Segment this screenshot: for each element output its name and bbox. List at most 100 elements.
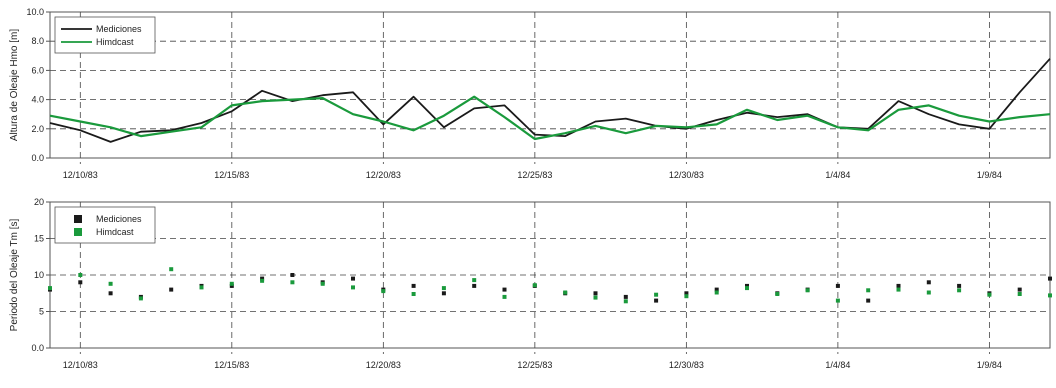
data-point-himdcast — [896, 287, 901, 292]
data-point-himdcast — [138, 296, 143, 301]
data-point-himdcast — [78, 273, 83, 277]
y-axis-label: Periodo del Oleaje Tm [s] — [9, 218, 20, 331]
y-tick-label: 10.0 — [26, 7, 44, 17]
data-point-himdcast — [714, 290, 719, 295]
x-tick-label: 12/20/83 — [366, 360, 401, 370]
x-tick-label: 12/25/83 — [517, 170, 552, 180]
data-point-mediciones — [593, 291, 598, 296]
data-point-mediciones — [1017, 287, 1022, 292]
y-tick-label: 4.0 — [31, 95, 44, 105]
legend-box — [54, 16, 156, 54]
data-point-mediciones — [472, 283, 477, 288]
x-tick-label: 12/30/83 — [669, 170, 704, 180]
data-point-himdcast — [957, 288, 962, 293]
data-point-himdcast — [260, 278, 265, 283]
y-tick-label: 5 — [39, 307, 44, 317]
y-tick-label: 8.0 — [31, 36, 44, 46]
legend-label: Mediciones — [96, 24, 142, 34]
legend: Mediciones Himdcast — [54, 16, 156, 54]
x-tick-label: 12/25/83 — [517, 360, 552, 370]
data-point-mediciones — [108, 291, 113, 296]
legend-label: Himdcast — [96, 227, 134, 237]
data-point-mediciones — [260, 276, 265, 281]
legend-label: Himdcast — [96, 37, 134, 47]
x-tick-label: 12/30/83 — [669, 360, 704, 370]
y-axis-label: Altura de Oleaje Hmo [m] — [9, 29, 20, 141]
data-point-mediciones — [441, 291, 446, 296]
data-point-himdcast — [987, 292, 992, 297]
y-tick-label: 6.0 — [31, 65, 44, 75]
data-point-himdcast — [1017, 292, 1022, 296]
data-point-himdcast — [623, 299, 628, 304]
data-point-himdcast — [381, 289, 386, 294]
x-tick-label: 1/4/84 — [825, 360, 850, 370]
data-point-himdcast — [108, 281, 113, 286]
data-point-himdcast — [654, 292, 659, 297]
data-point-mediciones — [229, 283, 234, 288]
y-tick-label: 20 — [34, 197, 44, 207]
x-tick-label: 12/15/83 — [214, 170, 249, 180]
data-point-himdcast — [351, 285, 355, 290]
data-point-mediciones — [654, 298, 659, 303]
legend: Mediciones Himdcast — [54, 206, 156, 244]
data-point-himdcast — [169, 267, 174, 272]
data-point-mediciones — [684, 291, 689, 296]
x-tick-label: 12/10/83 — [63, 170, 98, 180]
wave-height-chart: 0.0 2.0 4.0 6.0 8.0 10.0 12/10/83 12/15/83 12/20… — [9, 7, 1051, 180]
data-point-mediciones — [351, 276, 355, 281]
data-point-mediciones — [290, 273, 295, 277]
data-point-mediciones — [411, 283, 416, 288]
data-point-himdcast — [684, 294, 689, 299]
data-point-mediciones — [896, 283, 901, 288]
plot-frame — [49, 11, 1051, 159]
wave-period-chart: 0.0 5 10 15 20 12/10/83 12/15/83 12/20/83 12/25/… — [9, 197, 1052, 370]
data-point-himdcast — [229, 281, 234, 286]
y-tick-label: 0.0 — [31, 153, 44, 163]
y-tick-label: 10 — [34, 270, 44, 280]
data-point-himdcast — [472, 278, 477, 283]
data-point-himdcast — [835, 298, 840, 303]
data-point-himdcast — [866, 288, 871, 293]
data-point-mediciones — [78, 280, 83, 285]
data-point-himdcast — [775, 292, 780, 296]
data-point-himdcast — [532, 283, 537, 288]
data-point-himdcast — [199, 285, 204, 290]
series-line-mediciones — [49, 58, 1051, 143]
x-tick-label: 12/10/83 — [63, 360, 98, 370]
data-point-himdcast — [320, 281, 325, 286]
y-tick-label: 2.0 — [31, 124, 44, 134]
x-tick-label: 1/4/84 — [825, 170, 850, 180]
data-point-mediciones — [745, 283, 749, 288]
x-tick-label: 12/20/83 — [366, 170, 401, 180]
legend-swatch — [74, 228, 82, 236]
data-point-mediciones — [866, 298, 871, 303]
data-point-himdcast — [926, 290, 931, 295]
data-point-mediciones — [169, 287, 174, 292]
data-point-himdcast — [502, 294, 507, 299]
data-point-himdcast — [593, 295, 598, 300]
data-point-himdcast — [290, 280, 295, 285]
x-tick-label: 1/9/84 — [977, 360, 1002, 370]
x-tick-label: 12/15/83 — [214, 360, 249, 370]
data-point-mediciones — [623, 294, 628, 299]
data-point-himdcast — [48, 286, 52, 291]
data-point-himdcast — [805, 288, 810, 293]
data-point-mediciones — [1048, 276, 1052, 281]
x-tick-label: 1/9/84 — [977, 170, 1002, 180]
data-point-himdcast — [441, 286, 446, 291]
data-point-himdcast — [411, 292, 416, 296]
legend-label: Mediciones — [96, 214, 142, 224]
y-tick-label: 0.0 — [31, 343, 44, 353]
data-point-mediciones — [714, 287, 719, 292]
data-point-himdcast — [563, 290, 568, 295]
data-point-himdcast — [745, 286, 749, 291]
legend-box — [54, 206, 156, 244]
data-point-mediciones — [835, 283, 840, 288]
data-point-mediciones — [502, 287, 507, 292]
data-point-himdcast — [1048, 293, 1052, 298]
data-point-mediciones — [926, 280, 931, 285]
legend-swatch — [74, 215, 82, 223]
series-line-himdcast — [49, 95, 1051, 141]
y-tick-label: 15 — [34, 234, 44, 244]
